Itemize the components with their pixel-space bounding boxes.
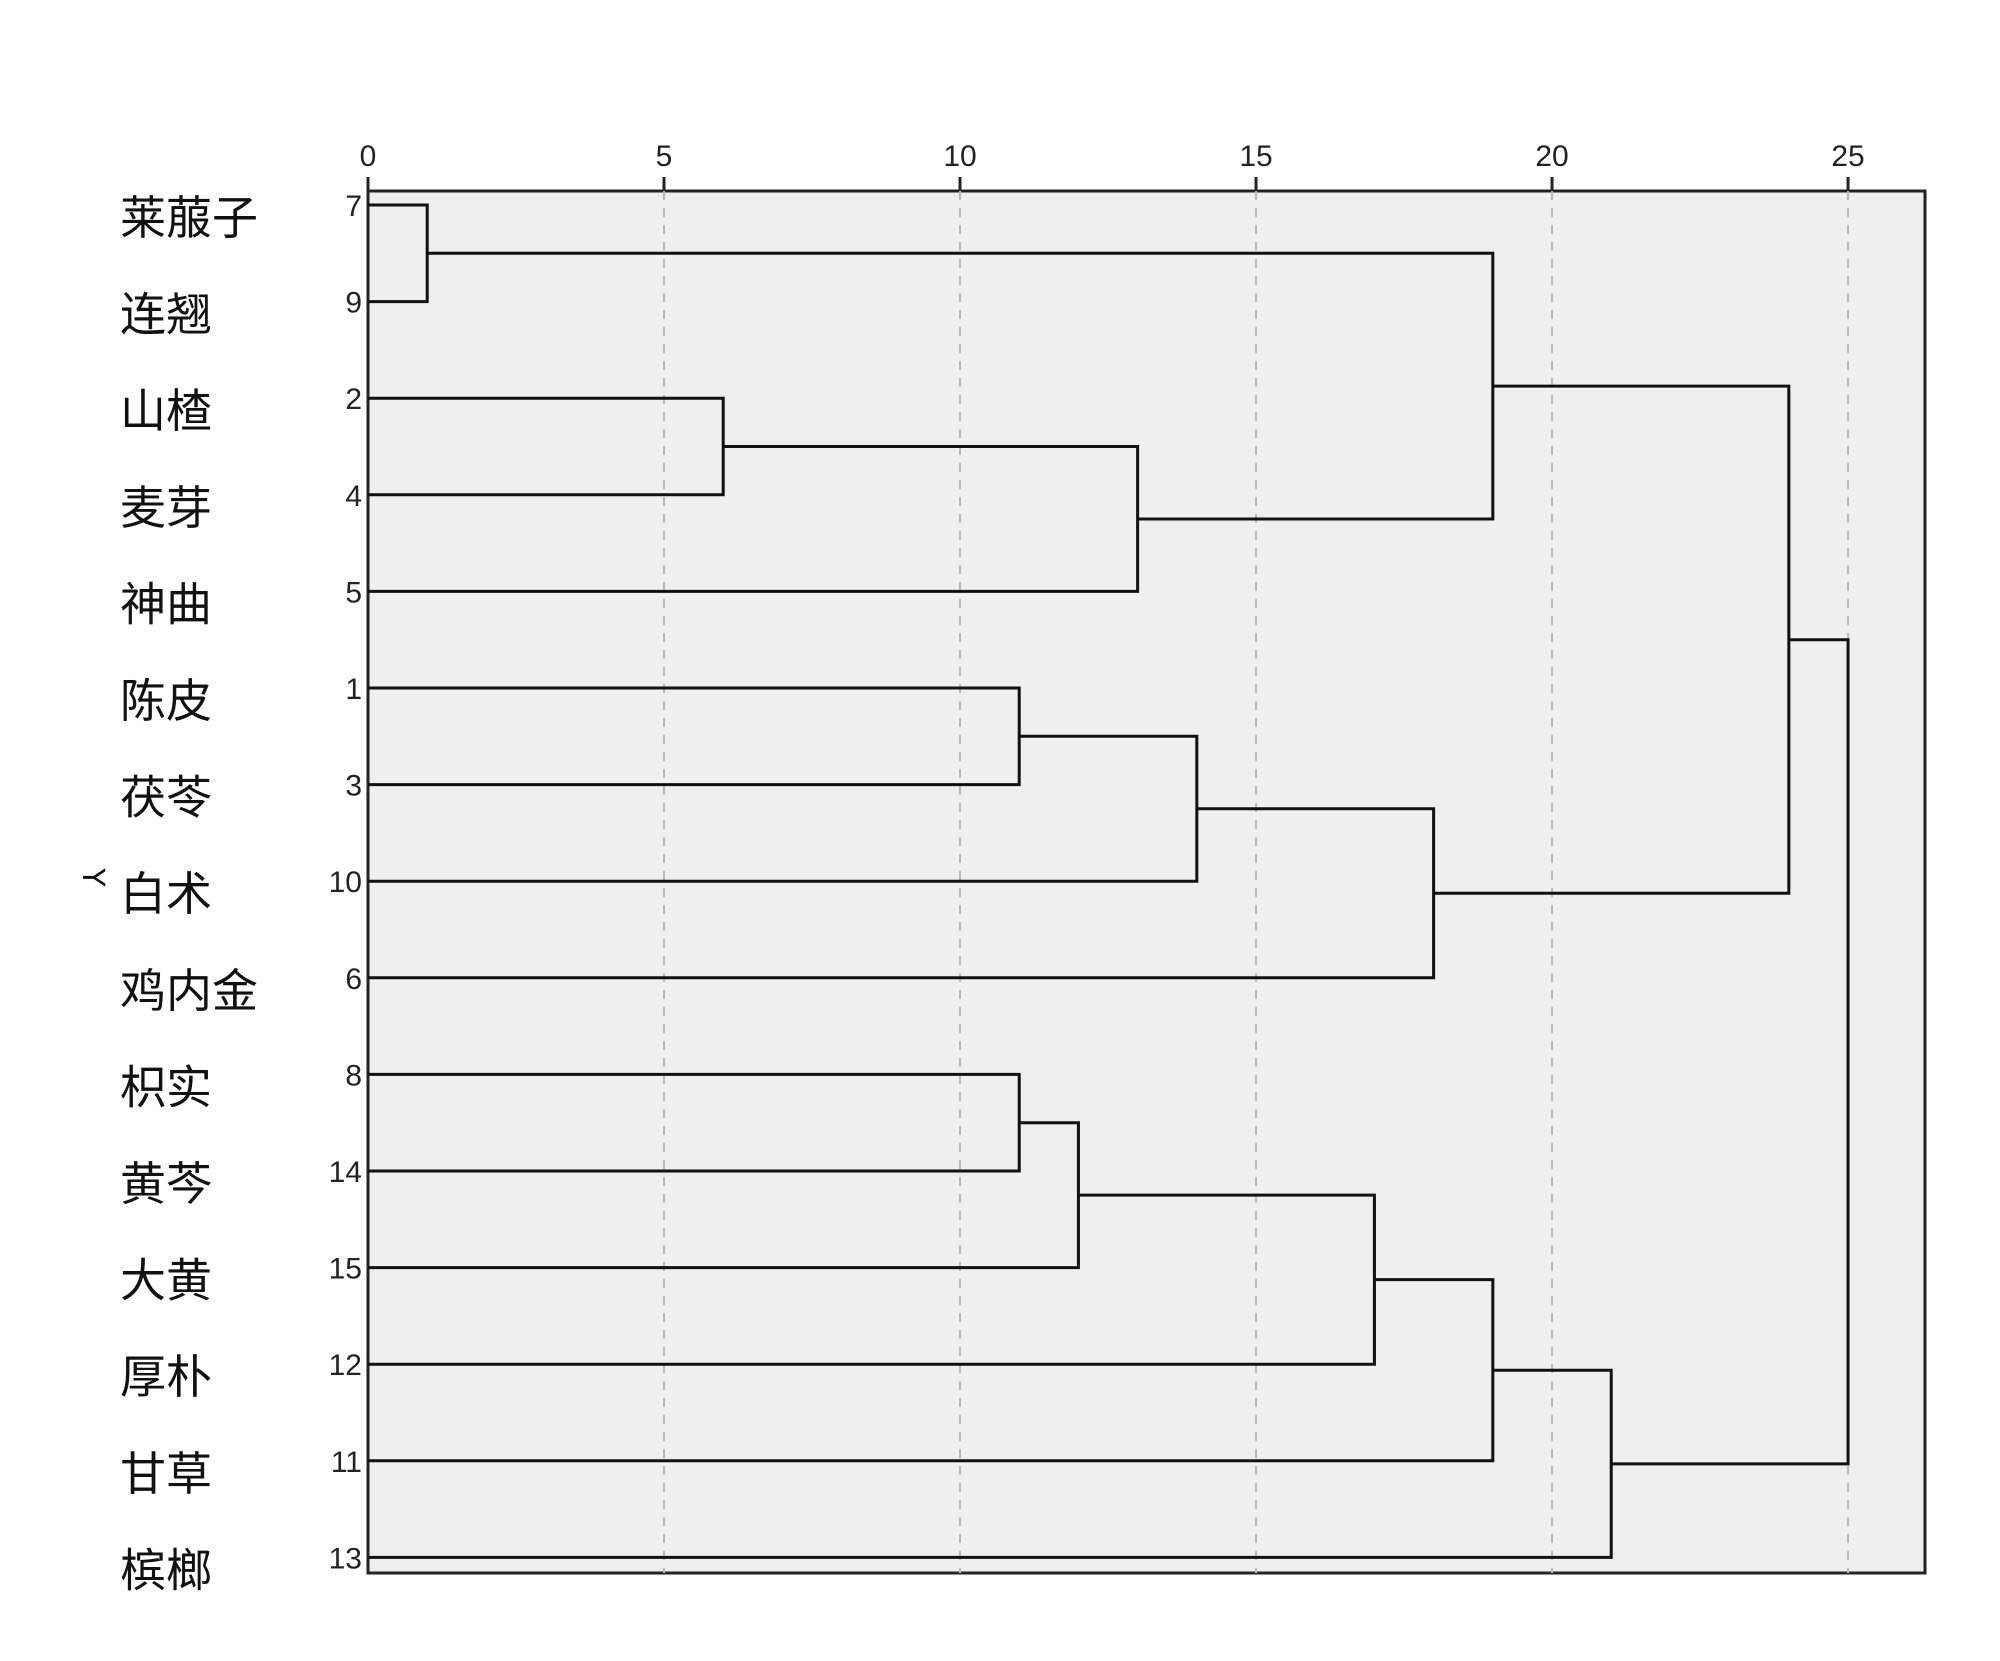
merge-link-B: [368, 396, 725, 497]
case-number-2: 2: [345, 383, 362, 416]
leaf-label-3: 茯苓: [120, 771, 212, 825]
case-number-14: 14: [329, 1156, 362, 1189]
x-tick-label-0: 0: [360, 140, 377, 173]
leaf-label-11: 甘草: [120, 1447, 212, 1501]
leaf-label-14: 黄芩: [120, 1157, 212, 1211]
leaf-label-4: 麦芽: [120, 481, 212, 535]
y-axis-label: Y: [75, 867, 110, 887]
x-tick-label-15: 15: [1239, 140, 1272, 173]
case-number-10: 10: [329, 866, 362, 899]
leaf-label-2: 山楂: [120, 384, 212, 438]
case-number-15: 15: [329, 1253, 362, 1286]
leaf-label-1: 陈皮: [120, 674, 212, 728]
case-number-12: 12: [329, 1349, 362, 1382]
leaf-label-10: 白术: [120, 867, 212, 921]
case-number-6: 6: [345, 963, 362, 996]
case-number-9: 9: [345, 287, 362, 320]
leaf-label-8: 枳实: [120, 1060, 212, 1114]
leaf-label-9: 连翘: [120, 288, 212, 342]
case-number-5: 5: [345, 576, 362, 609]
case-number-3: 3: [345, 770, 362, 803]
case-number-8: 8: [345, 1059, 362, 1092]
x-tick-label-5: 5: [656, 140, 673, 173]
x-tick-label-25: 25: [1831, 140, 1864, 173]
x-axis: 0 5 10 15 20 25: [360, 140, 1865, 191]
case-number-7: 7: [345, 190, 362, 223]
case-number-1: 1: [345, 673, 362, 706]
case-number-11: 11: [331, 1446, 362, 1479]
x-tick-label-20: 20: [1535, 140, 1568, 173]
x-tick-label-10: 10: [943, 140, 976, 173]
merge-link-F: [368, 734, 1199, 883]
leaf-label-13: 槟榔: [120, 1543, 212, 1597]
case-number-4: 4: [345, 480, 362, 513]
case-number-13: 13: [329, 1542, 362, 1575]
leaf-label-5: 神曲: [120, 577, 212, 631]
leaf-label-7: 莱菔子: [120, 191, 258, 245]
merge-link-M: [368, 1368, 1613, 1559]
leaf-label-15: 大黄: [120, 1254, 212, 1308]
leaf-label-12: 厚朴: [120, 1350, 212, 1404]
merge-link-N: [1611, 638, 1850, 1466]
leaf-label-6: 鸡内金: [120, 964, 258, 1018]
dendrogram-links: [368, 203, 1850, 1559]
